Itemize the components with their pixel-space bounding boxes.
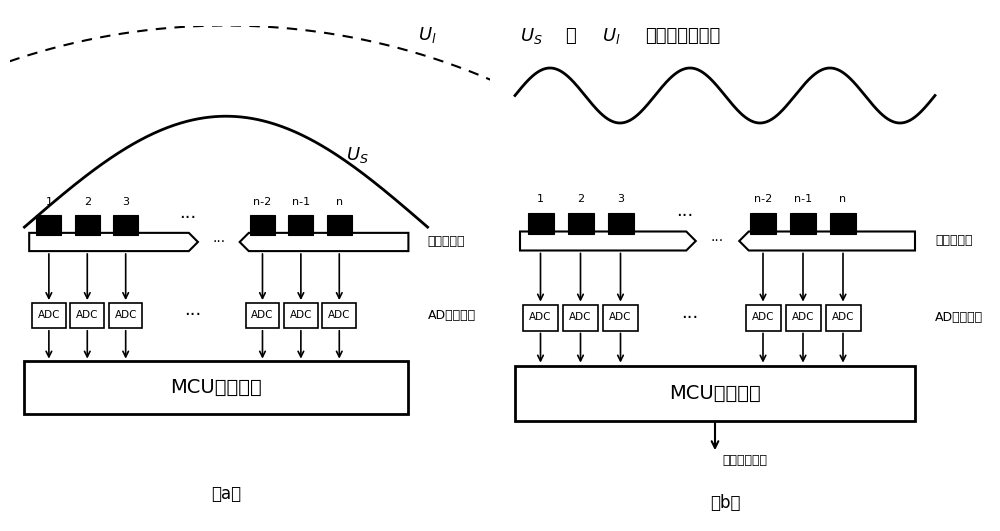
Text: ···: ··· — [179, 209, 196, 227]
Text: ADC: ADC — [609, 313, 632, 322]
Bar — [327, 215, 352, 235]
Text: 3: 3 — [617, 194, 624, 204]
Bar — [284, 303, 318, 328]
Bar — [746, 304, 780, 330]
Bar — [563, 304, 598, 330]
Polygon shape — [240, 233, 408, 251]
Bar — [750, 212, 776, 234]
Text: ···: ··· — [676, 207, 694, 225]
Bar — [830, 212, 856, 234]
Text: ADC: ADC — [76, 311, 99, 320]
Text: n: n — [839, 194, 847, 204]
Polygon shape — [29, 233, 198, 251]
Polygon shape — [739, 232, 915, 251]
Bar — [322, 303, 356, 328]
Bar — [246, 303, 279, 328]
Bar — [528, 212, 554, 234]
Text: n-2: n-2 — [253, 197, 272, 207]
Text: 阵列探测器: 阵列探测器 — [428, 235, 465, 249]
Text: 2: 2 — [577, 194, 584, 204]
Text: n-2: n-2 — [754, 194, 772, 204]
Text: 中频信号输出: 中频信号输出 — [722, 454, 768, 467]
Text: AD采集模块: AD采集模块 — [428, 309, 476, 322]
Text: ADC: ADC — [114, 311, 137, 320]
Text: n-1: n-1 — [794, 194, 812, 204]
Text: MCU控制系统: MCU控制系统 — [171, 379, 262, 397]
Bar — [288, 215, 313, 235]
Text: ADC: ADC — [290, 311, 312, 320]
Text: $U_S$: $U_S$ — [346, 145, 369, 165]
Bar — [568, 212, 594, 234]
Text: $U_l$: $U_l$ — [602, 25, 621, 46]
Text: 3: 3 — [122, 197, 129, 207]
Bar — [515, 365, 915, 421]
Text: （a）: （a） — [211, 484, 241, 502]
Text: AD采集模块: AD采集模块 — [935, 311, 983, 324]
Text: MCU控制系统: MCU控制系统 — [669, 383, 761, 402]
Bar — [786, 304, 820, 330]
Text: ADC: ADC — [529, 313, 552, 322]
Bar — [24, 362, 408, 414]
Bar — [32, 303, 66, 328]
Bar — [790, 212, 816, 234]
Text: ADC: ADC — [251, 311, 274, 320]
Text: ADC: ADC — [569, 313, 592, 322]
Text: $U_S$: $U_S$ — [520, 25, 543, 46]
Text: ···: ··· — [212, 235, 225, 249]
Bar — [113, 215, 138, 235]
Text: 1: 1 — [45, 197, 52, 207]
Text: ···: ··· — [711, 234, 724, 248]
Text: ADC: ADC — [832, 313, 854, 322]
Bar — [603, 304, 638, 330]
Text: （b）: （b） — [710, 494, 740, 512]
Bar — [70, 303, 104, 328]
Bar — [826, 304, 860, 330]
Bar — [109, 303, 142, 328]
Bar — [608, 212, 634, 234]
Text: 形成的干涉光场: 形成的干涉光场 — [645, 27, 720, 45]
Bar — [75, 215, 100, 235]
Text: 2: 2 — [84, 197, 91, 207]
Polygon shape — [520, 232, 696, 251]
Text: 阵列探测器: 阵列探测器 — [935, 235, 972, 247]
Text: ···: ··· — [184, 306, 201, 324]
Text: n-1: n-1 — [292, 197, 310, 207]
Text: ADC: ADC — [792, 313, 814, 322]
Text: ···: ··· — [681, 309, 699, 327]
Bar — [523, 304, 558, 330]
Text: n: n — [336, 197, 343, 207]
Bar — [36, 215, 61, 235]
Text: $U_l$: $U_l$ — [418, 25, 437, 45]
Text: ADC: ADC — [752, 313, 774, 322]
Text: 1: 1 — [537, 194, 544, 204]
Bar — [250, 215, 275, 235]
Text: ADC: ADC — [328, 311, 351, 320]
Text: ADC: ADC — [38, 311, 60, 320]
Text: 和: 和 — [565, 27, 576, 45]
